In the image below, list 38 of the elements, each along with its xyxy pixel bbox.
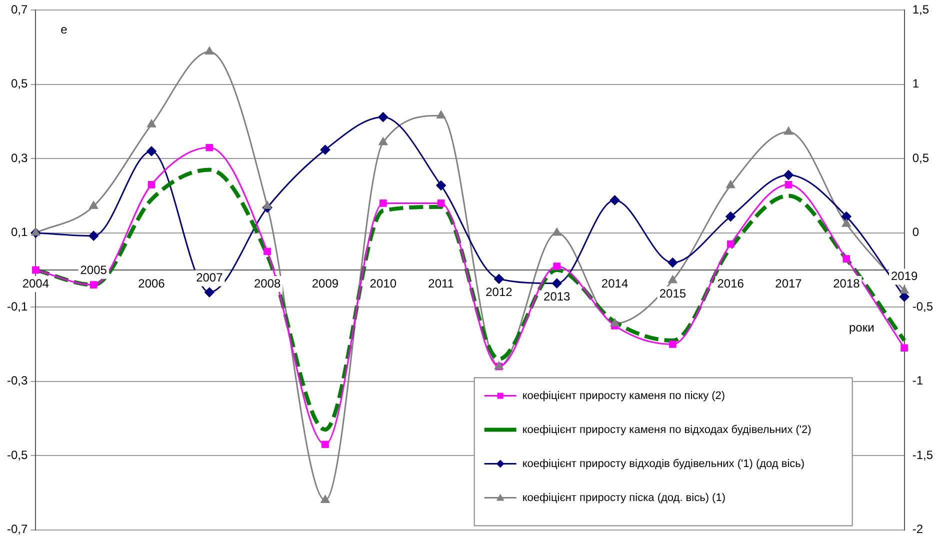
y-tick-label: 0,1 [10, 225, 28, 240]
y2-tick-label: 1,5 [912, 2, 930, 17]
x-tick-label: 2019 [890, 269, 918, 284]
x-tick-label: 2004 [22, 276, 50, 290]
x-tick-label: 2009 [312, 276, 339, 290]
legend-label: коефіцієнт приросту піска (дод. вісь) (1) [522, 492, 726, 504]
y2-tick-label: 0 [912, 225, 920, 240]
y-tick-label: -0,3 [6, 374, 28, 388]
x-tick-label: 2005 [80, 263, 108, 278]
y-tick-label: -0,5 [6, 448, 28, 462]
x-axis-title: роки [849, 320, 874, 334]
y2-tick-label: -1,5 [912, 448, 934, 462]
x-tick-label: 2010 [370, 276, 397, 290]
y-tick-label: 0,7 [10, 2, 28, 17]
x-tick-label: 2017 [775, 276, 802, 290]
y2-tick-label: -0,5 [912, 299, 934, 314]
y-tick-label: 0,3 [10, 150, 28, 165]
y-tick-label: -0,1 [6, 299, 28, 314]
x-tick-label: 2018 [833, 276, 860, 290]
x-tick-label: 2011 [428, 276, 454, 290]
x-tick-label: 2006 [138, 276, 166, 290]
x-tick-label: 2015 [659, 286, 686, 301]
x-tick-label: 2013 [544, 290, 571, 304]
y2-tick-label: 1 [912, 76, 920, 91]
x-tick-label: 2016 [717, 276, 744, 290]
annotation: e [60, 22, 68, 37]
y-tick-label: -0,7 [6, 522, 28, 536]
y-tick-label: 0,5 [10, 76, 28, 91]
legend-label: коефіцієнт приросту каменя по відходах будівельних ('2) [522, 424, 812, 436]
x-tick-label: 2012 [486, 285, 513, 300]
x-tick-label: 2007 [196, 270, 224, 285]
y2-tick-label: -2 [912, 522, 924, 536]
x-tick-label: 2014 [601, 276, 628, 290]
y2-tick-label: -1 [912, 374, 924, 388]
x-tick-label: 2008 [254, 276, 281, 290]
legend-label: коефіцієнт приросту каменя по піску (2) [522, 390, 726, 402]
legend-label: коефіцієнт приросту відходів будівельних ('1) (дод вісь) [522, 458, 805, 470]
y2-tick-label: 0,5 [912, 150, 930, 165]
